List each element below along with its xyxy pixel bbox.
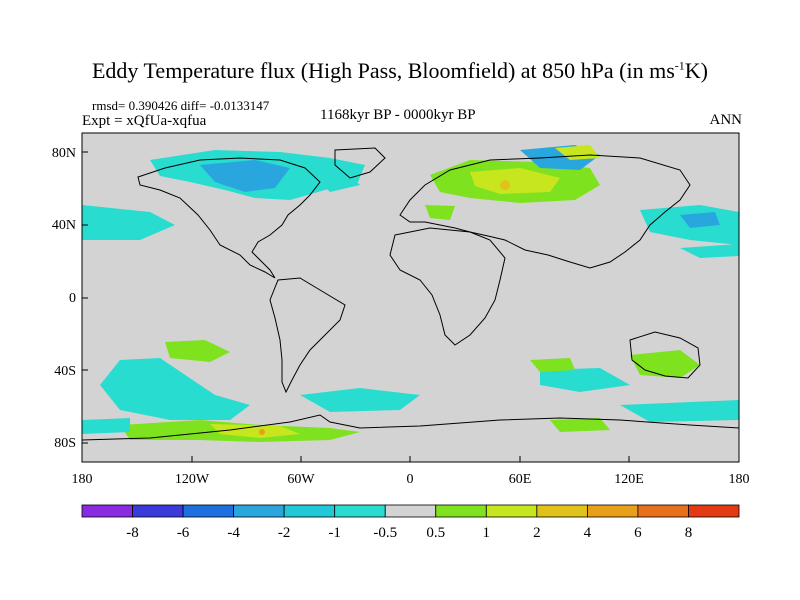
lon-label-60w: 60W [287, 472, 315, 487]
anomaly-fields [82, 145, 739, 442]
colorbar-label: 4 [584, 525, 592, 541]
lat-label-80n: 80N [52, 146, 76, 161]
coastlines [82, 147, 739, 441]
lon-label-120e: 120E [614, 472, 644, 487]
anomaly-europe [425, 205, 455, 220]
colorbar [81, 504, 740, 518]
colorbar-label: 8 [685, 525, 693, 541]
colorbar-label: -4 [227, 525, 240, 541]
colorbar-box [637, 504, 689, 518]
colorbar-box [435, 504, 487, 518]
anomaly-antarctic-core [210, 424, 300, 438]
colorbar-box [384, 504, 437, 518]
colorbar-box [334, 504, 386, 518]
colorbar-label: -2 [278, 525, 291, 541]
colorbar-box [485, 504, 538, 518]
colorbar-label: -0.5 [373, 525, 397, 541]
anomaly-indian-ocean [540, 368, 630, 392]
anomaly-south-indian-green [530, 358, 575, 372]
colorbar-box [688, 504, 740, 518]
colorbar-label: -8 [126, 525, 139, 541]
longitude-ticks [81, 456, 740, 462]
map-title: Eddy Temperature flux (High Pass, Bloomf… [91, 58, 708, 83]
colorbar-box [586, 504, 639, 518]
colorbar-labels: -8 -6 -4 -2 -1 -0.5 0.5 1 2 4 6 8 [126, 525, 692, 541]
coast-africa [389, 227, 506, 346]
colorbar-box [132, 504, 184, 518]
anomaly-north-pacific-east-core [680, 212, 720, 228]
coast-antarctica [82, 414, 739, 441]
lat-label-40n: 40N [52, 218, 76, 233]
anomaly-south-atlantic [300, 388, 420, 412]
colorbar-label: 6 [634, 525, 642, 541]
anomaly-north-america-core [200, 160, 290, 192]
anomaly-eurasia-peak [500, 180, 510, 190]
lat-label-80s: 80S [54, 436, 76, 451]
anomaly-eurasia-core [470, 168, 560, 194]
colorbar-box [233, 504, 285, 518]
colorbar-label: -1 [328, 525, 341, 541]
coast-australia [629, 331, 701, 379]
coast-north-america [137, 157, 321, 279]
anomaly-south-pacific-green [165, 340, 230, 362]
season-label: ANN [709, 112, 743, 128]
colorbar-label: 0.5 [426, 525, 445, 541]
colorbar-box [81, 504, 133, 518]
anomaly-antarctic-west-cyan [82, 418, 130, 434]
colorbar-label: 1 [483, 525, 491, 541]
lon-label-180e: 180 [729, 472, 750, 487]
colorbar-box [536, 504, 588, 518]
coast-greenland [334, 147, 386, 179]
anomaly-antarctic-peak [259, 429, 265, 435]
anomaly-north-pacific-west [82, 205, 175, 240]
stats-text: rmsd= 0.390426 diff= -0.0133147 [92, 98, 270, 113]
lat-label-40s: 40S [54, 364, 76, 379]
experiment-label: Expt = xQfUa-xqfua [82, 113, 207, 129]
lon-label-120w: 120W [175, 472, 210, 487]
period-label: 1168kyr BP - 0000kyr BP [320, 107, 476, 123]
colorbar-label: 2 [533, 525, 541, 541]
anomaly-antarctic-east [550, 418, 610, 432]
colorbar-box [283, 504, 336, 518]
anomaly-south-pacific [100, 358, 250, 420]
colorbar-label: -6 [177, 525, 190, 541]
anomaly-antarctic-cyan [620, 400, 739, 422]
lat-label-0: 0 [69, 291, 76, 306]
coast-south-america [269, 277, 346, 394]
coast-eurasia [399, 154, 691, 269]
latitude-ticks [82, 151, 88, 444]
lon-label-0: 0 [407, 472, 414, 487]
colorbar-box [182, 504, 235, 518]
anomaly-north-pacific-tail [680, 244, 739, 258]
lon-label-180w: 180 [72, 472, 93, 487]
lon-label-60e: 60E [509, 472, 532, 487]
